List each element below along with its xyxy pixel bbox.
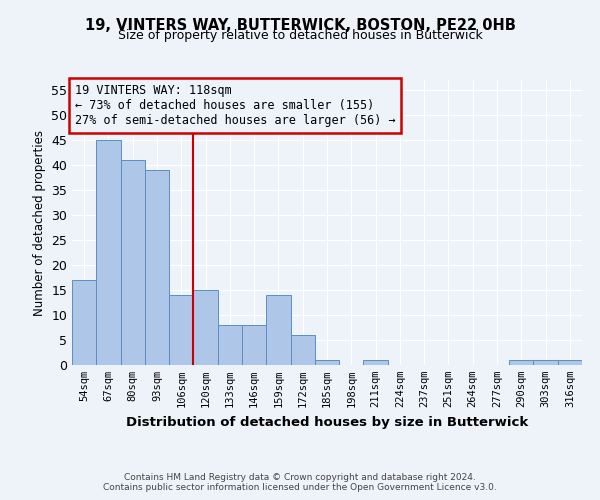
Text: Contains public sector information licensed under the Open Government Licence v3: Contains public sector information licen…: [103, 484, 497, 492]
Bar: [364, 360, 388, 365]
Bar: [242, 325, 266, 365]
Text: 19 VINTERS WAY: 118sqm
← 73% of detached houses are smaller (155)
27% of semi-de: 19 VINTERS WAY: 118sqm ← 73% of detached…: [74, 84, 395, 128]
Bar: [96, 140, 121, 365]
Text: 19, VINTERS WAY, BUTTERWICK, BOSTON, PE22 0HB: 19, VINTERS WAY, BUTTERWICK, BOSTON, PE2…: [85, 18, 515, 32]
Bar: [72, 280, 96, 365]
Bar: [509, 360, 533, 365]
Bar: [145, 170, 169, 365]
Text: Size of property relative to detached houses in Butterwick: Size of property relative to detached ho…: [118, 29, 482, 42]
Text: Contains HM Land Registry data © Crown copyright and database right 2024.: Contains HM Land Registry data © Crown c…: [124, 472, 476, 482]
Bar: [315, 360, 339, 365]
Bar: [121, 160, 145, 365]
Bar: [169, 295, 193, 365]
Bar: [558, 360, 582, 365]
Y-axis label: Number of detached properties: Number of detached properties: [32, 130, 46, 316]
X-axis label: Distribution of detached houses by size in Butterwick: Distribution of detached houses by size …: [126, 416, 528, 428]
Bar: [193, 290, 218, 365]
Bar: [218, 325, 242, 365]
Bar: [266, 295, 290, 365]
Bar: [290, 335, 315, 365]
Bar: [533, 360, 558, 365]
